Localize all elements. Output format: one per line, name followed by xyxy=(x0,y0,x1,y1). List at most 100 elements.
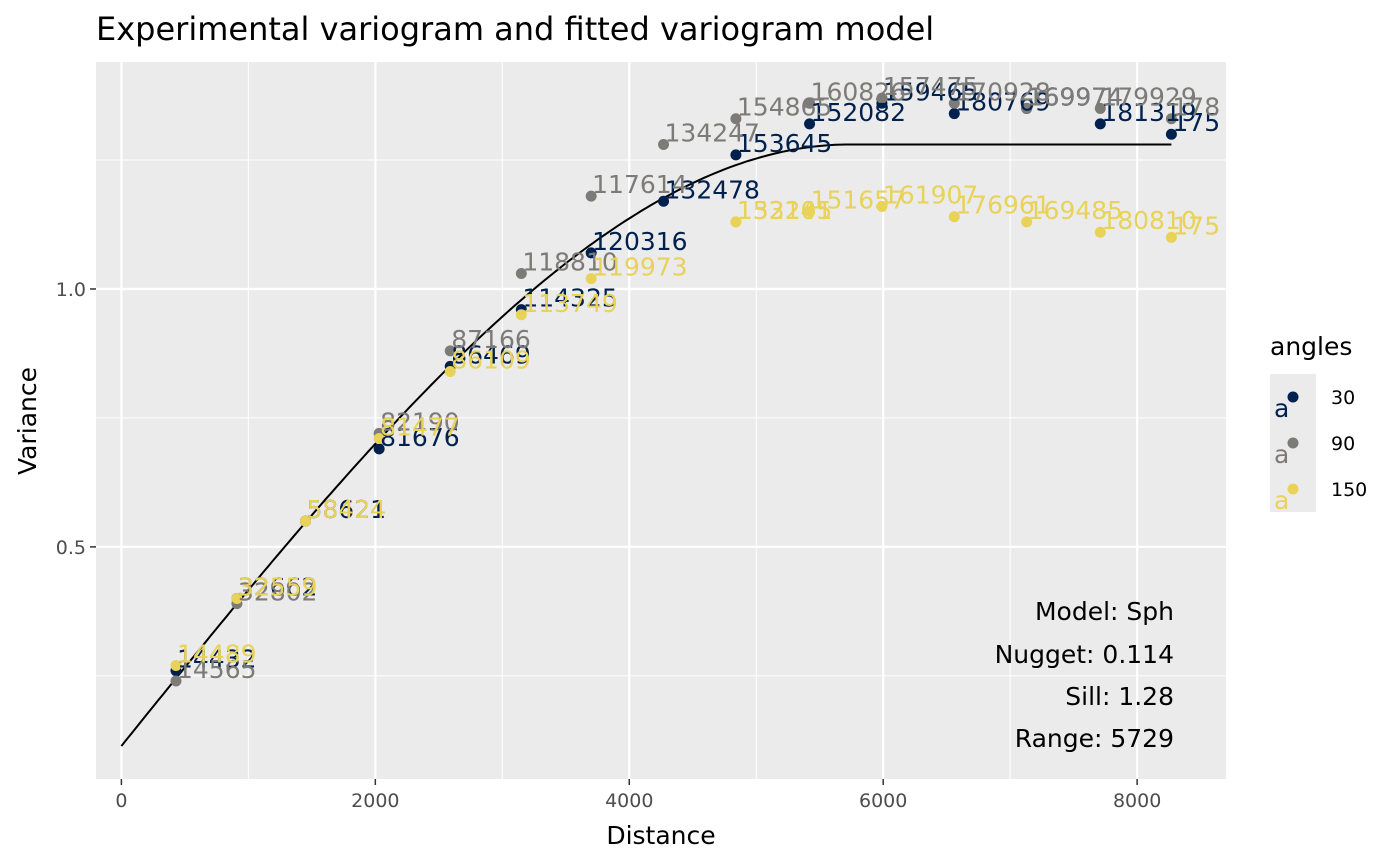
legend-label: 30 xyxy=(1331,387,1355,409)
point-angle-150 xyxy=(299,515,311,527)
point-label-angle-30: 132478 xyxy=(665,175,760,204)
legend-title: angles xyxy=(1270,332,1352,361)
point-label-angle-90: 118810 xyxy=(522,247,617,276)
legend-key-point xyxy=(1287,483,1299,495)
minor-gridlines xyxy=(96,62,1226,779)
point-label-angle-90: 160826 xyxy=(811,77,906,106)
point-label-angle-90: 117614 xyxy=(592,170,687,199)
x-tick-label: 8000 xyxy=(1113,790,1161,812)
y-axis-ticks: 0.5 1.0 xyxy=(56,279,96,559)
annotation-range: Range: 5729 xyxy=(1015,724,1174,753)
point-angle-90 xyxy=(515,267,527,279)
legend-key-glyph: a xyxy=(1274,394,1289,423)
point-label-angle-150: 169485 xyxy=(1028,196,1123,225)
point-angle-150 xyxy=(170,660,182,672)
point-label-angle-150: 132105 xyxy=(737,196,832,225)
x-axis-title: Distance xyxy=(606,821,715,850)
annotation-model: Model: Sph xyxy=(1035,597,1174,626)
point-label-angle-90: 179929 xyxy=(1101,82,1196,111)
point-labels: 14432 32662 58621 81676 86469 114325 120316 132… xyxy=(177,72,1220,684)
point-angle-90 xyxy=(1094,102,1106,114)
point-label-angle-90: 134247 xyxy=(665,119,760,148)
point-label-angle-150: 176961 xyxy=(955,191,1050,220)
point-label-angle-30: 58621 xyxy=(306,495,386,524)
point-angle-90 xyxy=(876,92,888,104)
point-label-angle-150: 175 xyxy=(1172,211,1220,240)
point-angle-150 xyxy=(1021,216,1033,228)
point-angle-30 xyxy=(1165,128,1177,140)
point-label-angle-30: 86469 xyxy=(451,340,531,369)
point-angle-150 xyxy=(231,592,243,604)
point-angle-30 xyxy=(804,118,816,130)
point-label-angle-90: 82190 xyxy=(380,407,460,436)
legend-key-glyph: a xyxy=(1274,486,1289,515)
point-label-angle-150: 151657 xyxy=(811,186,906,215)
point-label-angle-30: 175 xyxy=(1172,108,1220,137)
point-label-angle-150: 81477 xyxy=(380,413,460,442)
point-label-angle-90: 154865 xyxy=(737,93,832,122)
point-label-angle-150: 14489 xyxy=(177,640,257,669)
point-angle-150 xyxy=(373,433,385,445)
legend-key-point xyxy=(1287,437,1299,449)
point-angle-90 xyxy=(730,113,742,125)
x-tick-label: 6000 xyxy=(859,790,907,812)
point-angle-30 xyxy=(373,443,385,455)
point-angle-90 xyxy=(1165,113,1177,125)
point-label-angle-30: 81676 xyxy=(380,423,460,452)
x-tick-label: 4000 xyxy=(605,790,653,812)
point-angle-150 xyxy=(1094,226,1106,238)
point-label-angle-150: 86109 xyxy=(451,345,531,374)
point-angle-30 xyxy=(585,247,597,259)
x-tick-label: 2000 xyxy=(351,790,399,812)
x-tick-label: 0 xyxy=(115,790,127,812)
point-angle-150 xyxy=(804,206,816,218)
legend-label: 150 xyxy=(1331,479,1367,501)
point-angle-90 xyxy=(444,345,456,357)
point-label-angle-30: 180769 xyxy=(955,88,1050,117)
plot-panel xyxy=(96,62,1226,779)
point-label-angle-150: 119973 xyxy=(592,253,687,282)
point-label-angle-90: 178 xyxy=(1172,93,1220,122)
y-tick-label: 1.0 xyxy=(56,279,86,301)
point-label-angle-150: 161907 xyxy=(883,180,978,209)
point-label-angle-90: 32802 xyxy=(238,578,318,607)
y-axis-title: Variance xyxy=(13,367,42,475)
point-label-angle-30: 181319 xyxy=(1101,98,1196,127)
point-angle-90 xyxy=(170,675,182,687)
point-label-angle-150: 32559 xyxy=(238,572,318,601)
point-label-angle-90: 87166 xyxy=(451,325,531,354)
point-label-angle-30: 14432 xyxy=(177,645,257,674)
fitted-model-curve xyxy=(120,143,1172,747)
point-angle-150 xyxy=(876,200,888,212)
point-angle-150 xyxy=(730,216,742,228)
point-label-angle-90: 14565 xyxy=(177,655,257,684)
point-label-angle-30: 114325 xyxy=(522,284,617,313)
point-angle-150 xyxy=(948,211,960,223)
point-label-angle-90: 157475 xyxy=(883,72,978,101)
point-label-angle-150: 153241 xyxy=(737,196,832,225)
point-angle-150 xyxy=(1165,231,1177,243)
point-angle-30 xyxy=(948,108,960,120)
legend-label: 90 xyxy=(1331,433,1355,455)
model-annotation: Model: Sph Nugget: 0.114 Sill: 1.28 Rang… xyxy=(995,597,1174,753)
chart-title: Experimental variogram and fitted variog… xyxy=(96,10,934,48)
point-label-angle-30: 120316 xyxy=(592,227,687,256)
point-angle-150 xyxy=(444,365,456,377)
point-angle-90 xyxy=(948,97,960,109)
point-angle-30 xyxy=(1094,118,1106,130)
annotation-nugget: Nugget: 0.114 xyxy=(995,640,1174,669)
point-angle-150 xyxy=(515,309,527,321)
point-label-angle-90: 58424 xyxy=(306,495,386,524)
point-label-angle-150: 58424 xyxy=(306,495,386,524)
point-angle-90 xyxy=(658,139,670,151)
point-angle-150 xyxy=(585,273,597,285)
point-label-angle-30: 153645 xyxy=(737,129,832,158)
legend-key-glyph: a xyxy=(1274,440,1289,469)
annotation-sill: Sill: 1.28 xyxy=(1065,682,1174,711)
point-label-angle-30: 32662 xyxy=(238,572,318,601)
point-angle-30 xyxy=(730,149,742,161)
point-label-angle-30: 169974 xyxy=(1028,82,1123,111)
point-label-angle-90: 170928 xyxy=(955,77,1050,106)
x-axis-ticks: 0 2000 4000 6000 8000 xyxy=(115,779,1161,812)
